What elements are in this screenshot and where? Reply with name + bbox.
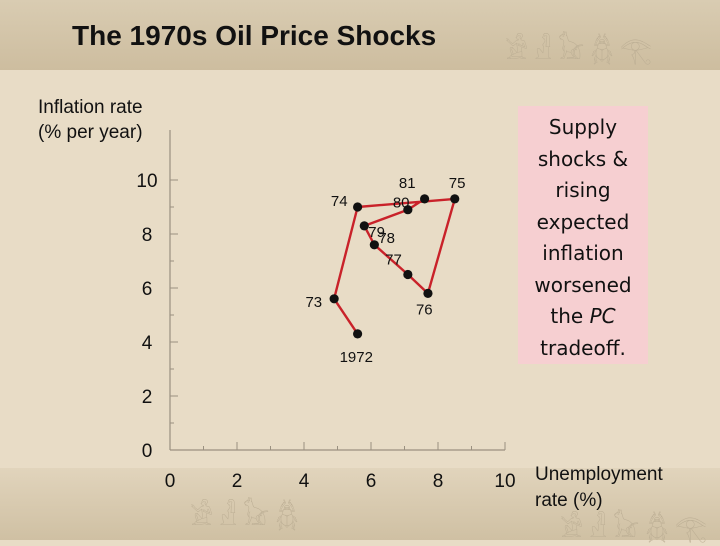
point-label-76: 76 [416,301,433,318]
point-label-80: 80 [393,195,410,212]
data-point-75 [450,194,460,204]
point-label-79: 79 [368,224,385,241]
annotation-italic-pc: PC [589,304,616,328]
data-point-73 [329,294,339,304]
point-label-75: 75 [449,175,466,192]
y-tick-label: 10 [136,171,157,192]
y-tick-label: 4 [142,333,153,354]
data-point-79 [359,221,369,231]
x-axis-title: Unemployment rate (%) [535,464,663,511]
data-point-76 [423,288,433,298]
point-label-77: 77 [385,252,402,269]
annotation-text-end: tradeoff. [540,335,626,360]
annotation-box: Supply shocks & rising expected inflatio… [518,106,648,364]
y-tick-label: 6 [142,279,153,300]
x-tick-label: 0 [165,471,176,492]
x-tick-label: 2 [232,471,243,492]
point-label-1972: 1972 [340,349,373,366]
x-tick-label: 4 [299,471,310,492]
title-band [0,0,720,70]
decorative-glyphs-top: 𓀀𓁐𓃠𓆣𓂀 [505,36,659,66]
data-point-77 [403,269,413,280]
y-axis-title: Inflation rate (% per year) [38,97,143,143]
x-tick-label: 10 [494,471,515,492]
data-point-78 [369,240,379,250]
footer-band [0,468,720,540]
x-tick-label: 8 [433,471,444,492]
point-label-74: 74 [331,193,348,210]
decorative-glyphs-bottom-right: 𓀀𓁐𓃠𓆣𓂀 [560,514,714,544]
point-label-81: 81 [399,175,416,192]
point-label-78: 78 [378,230,395,247]
y-tick-label: 0 [142,441,153,462]
data-point-74 [353,202,363,212]
annotation-text: Supply shocks & rising expected inflatio… [534,115,632,328]
y-tick-label: 8 [142,225,153,246]
y-tick-label: 2 [142,387,153,408]
data-point-80 [403,205,413,215]
x-tick-label: 6 [366,471,377,492]
point-label-73: 73 [305,294,322,311]
data-point-1972 [353,329,363,339]
decorative-glyphs-bottom-left: 𓀀𓁐𓃠𓆣 [190,502,305,532]
slide-title: The 1970s Oil Price Shocks [72,20,437,51]
data-point-81 [420,194,430,204]
series-line [332,197,456,335]
